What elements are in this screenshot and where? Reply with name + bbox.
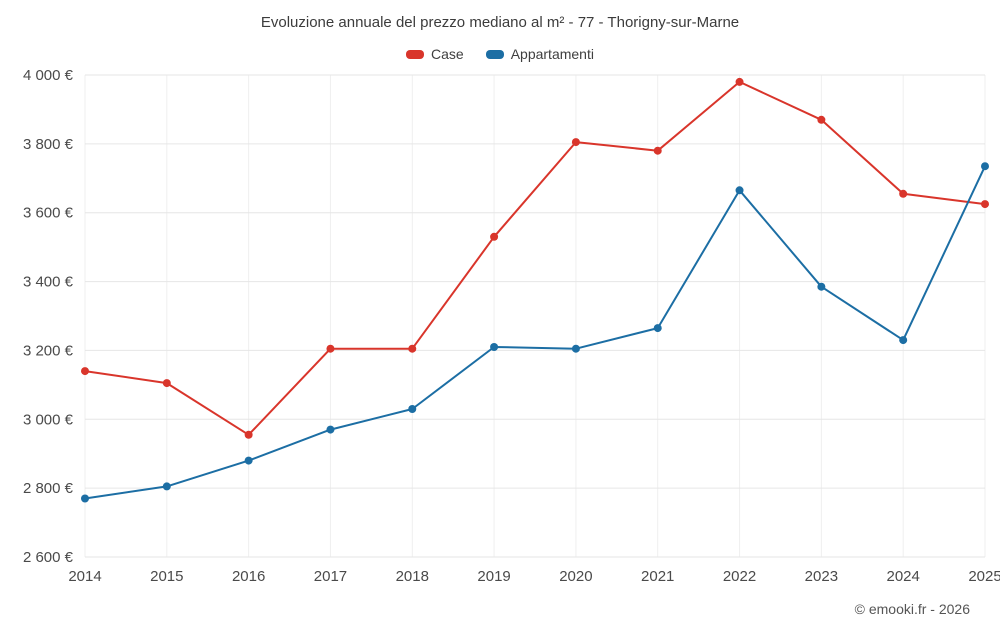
series-appartamenti-point <box>81 494 89 503</box>
series-case-point <box>490 232 499 241</box>
series-case-point <box>326 344 335 353</box>
x-tick-label: 2015 <box>150 568 183 585</box>
series-case-point <box>162 379 171 388</box>
series-appartamenti-point <box>981 162 989 171</box>
series-case-point <box>817 115 826 124</box>
y-tick-label: 3 000 € <box>23 411 74 428</box>
chart-title: Evoluzione annuale del prezzo mediano al… <box>260 14 740 31</box>
series-appartamenti-point <box>244 456 253 465</box>
legend-swatch-appartamenti <box>485 49 504 59</box>
series-case-point <box>571 138 580 147</box>
series-case-point <box>981 200 989 209</box>
y-tick-label: 2 600 € <box>23 549 74 566</box>
series-appartamenti-line <box>84 165 986 500</box>
series-case-point <box>81 367 89 376</box>
legend-item-case[interactable]: Case <box>406 46 464 62</box>
x-tick-label: 2014 <box>68 568 101 585</box>
x-tick-label: 2018 <box>396 568 429 585</box>
series-case-point <box>899 189 908 198</box>
legend-swatch-case <box>406 49 425 59</box>
y-tick-label: 3 800 € <box>23 136 74 153</box>
series-case-point <box>408 344 417 353</box>
copyright: © emooki.fr - 2026 <box>854 601 970 617</box>
series-appartamenti-point <box>817 282 826 291</box>
legend-label-case: Case <box>431 46 464 62</box>
y-tick-label: 3 400 € <box>23 274 74 291</box>
series-case-point <box>244 430 253 439</box>
x-tick-label: 2023 <box>805 568 838 585</box>
legend-item-appartamenti[interactable]: Appartamenti <box>485 46 594 62</box>
y-tick-label: 3 200 € <box>23 342 74 359</box>
x-tick-label: 2019 <box>477 568 510 585</box>
legend: Case Appartamenti <box>0 46 1000 62</box>
series-appartamenti-point <box>326 425 335 434</box>
series-case-line <box>84 80 986 436</box>
y-tick-label: 3 600 € <box>23 205 74 222</box>
series-appartamenti-point <box>653 324 662 333</box>
y-tick-label: 2 800 € <box>23 480 74 497</box>
x-tick-label: 2024 <box>886 568 919 585</box>
legend-label-appartamenti: Appartamenti <box>510 46 594 62</box>
x-tick-label: 2016 <box>232 568 265 585</box>
series-appartamenti-point <box>735 186 744 195</box>
series-case-point <box>653 146 662 155</box>
series-appartamenti-point <box>408 405 417 413</box>
x-tick-label: 2025 <box>968 568 1000 585</box>
y-tick-label: 4 000 € <box>23 67 74 84</box>
x-tick-label: 2020 <box>559 568 592 585</box>
x-tick-label: 2021 <box>641 568 674 585</box>
x-tick-label: 2022 <box>723 568 756 585</box>
series-case-point <box>735 77 744 86</box>
series-appartamenti-point <box>899 336 908 345</box>
x-tick-label: 2017 <box>314 568 347 585</box>
series-appartamenti-point <box>571 344 580 353</box>
series-appartamenti-point <box>162 482 171 491</box>
series-appartamenti-point <box>490 343 499 351</box>
